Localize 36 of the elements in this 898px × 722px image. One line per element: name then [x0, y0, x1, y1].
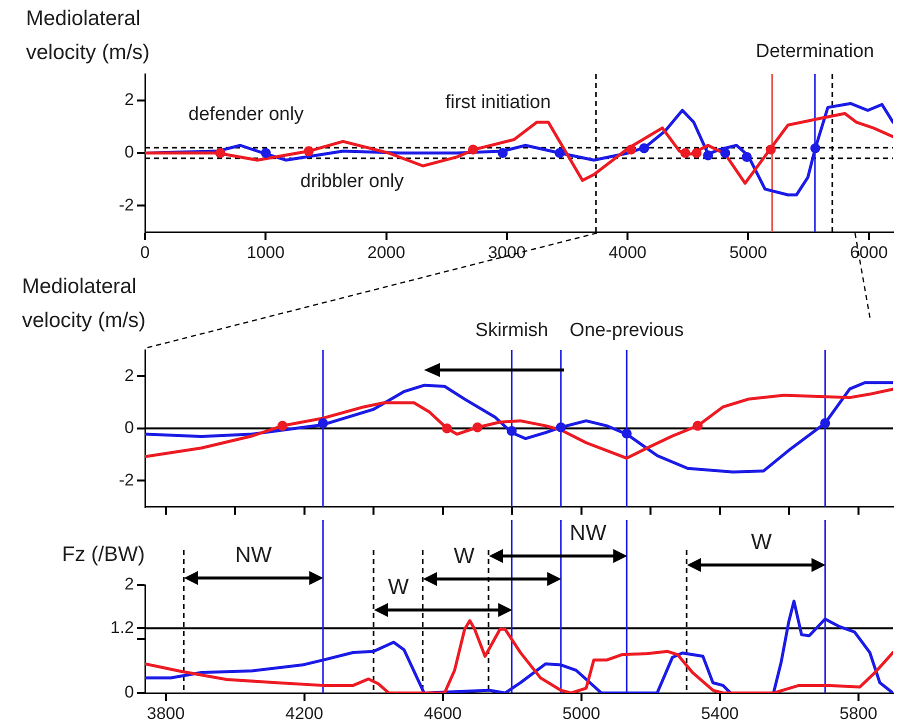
x-tick-label: 1000 [246, 242, 285, 262]
annotation: dribbler only [300, 171, 404, 192]
text: W [751, 529, 772, 554]
ref-line-label: Skirmish [475, 320, 548, 342]
y-tick-label: -2 [118, 470, 134, 490]
x-tick-label: 4200 [285, 704, 324, 722]
x-tick-label: 2000 [367, 242, 406, 262]
x-tick-label: 5000 [729, 242, 768, 262]
y-tick-label: 0 [124, 682, 134, 702]
x-tick-label: 5400 [700, 704, 739, 722]
annotation: W [388, 574, 410, 600]
y-axis-title: Mediolateral velocity (m/s) [22, 274, 147, 334]
annotation: first initiation [445, 92, 551, 114]
y-axis-title: Fz (/BW) [62, 542, 146, 568]
text: NW [235, 542, 272, 568]
y-tick-label: 1.2 [110, 618, 134, 637]
y-tick-label: 2 [124, 574, 134, 594]
x-tick-label: 0 [140, 242, 150, 262]
ref-line-label: Determination [756, 41, 874, 62]
x-tick-label: 4600 [424, 704, 462, 722]
x-tick-label: 5800 [839, 704, 878, 722]
text: W [454, 543, 475, 568]
x-tick-label: 4000 [608, 242, 646, 262]
y-tick-label: 2 [124, 366, 134, 385]
x-tick-label: 5000 [562, 704, 600, 722]
y-tick-label: 0 [124, 418, 134, 438]
text: NW [570, 520, 607, 546]
x-tick-label: 3800 [146, 704, 185, 722]
y-tick-label: 2 [124, 90, 134, 110]
y-axis-title: Mediolateral velocity (m/s) [26, 6, 151, 66]
x-tick-label: 6000 [850, 242, 888, 262]
ref-line-label: One-previous [570, 320, 684, 342]
y-tick-label: 0 [124, 142, 134, 162]
annotation: defender only [188, 104, 304, 126]
x-tick-label: 3000 [488, 242, 526, 262]
y-tick-label: -2 [118, 195, 134, 214]
